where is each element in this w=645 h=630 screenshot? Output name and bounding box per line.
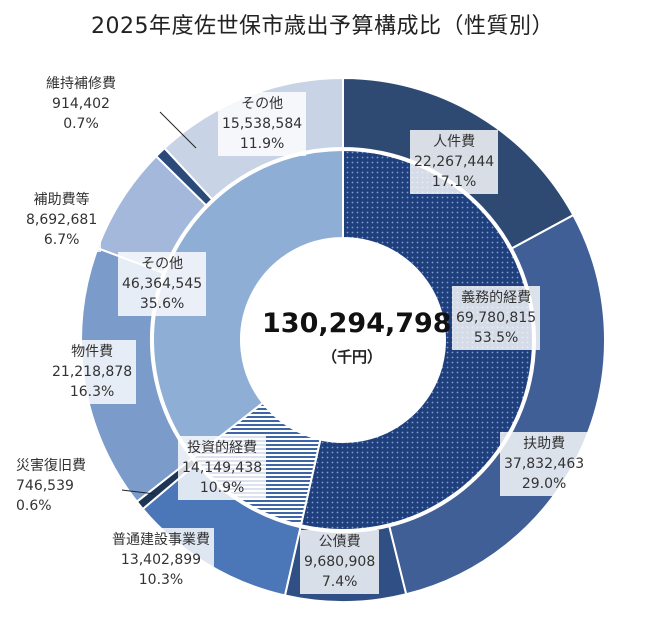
leader-saigai-fukkyu [121, 489, 156, 495]
leader-iji-hoshu [159, 111, 197, 149]
label-inner-sonota: その他 46,364,545 35.6% [118, 252, 207, 316]
label-toshiteki: 投資的経費 14,149,438 10.9% [178, 436, 267, 500]
label-jinkenhi: 人件費 22,267,444 17.1% [410, 130, 499, 194]
label-bukkenhi: 物件費 21,218,878 16.3% [48, 340, 137, 404]
label-futsu-kensetsu: 普通建設事業費 13,402,899 10.3% [108, 528, 214, 592]
label-gimuteki: 義務的経費 69,780,815 53.5% [452, 286, 541, 350]
total-unit: （千円） [321, 348, 382, 366]
label-saigai-fukkyu: 災害復旧費 746,539 0.6% [16, 458, 86, 514]
inner-slice-2 [152, 148, 344, 459]
outer-slice-1 [388, 213, 606, 596]
chart-title: 2025年度佐世保市歳出予算構成比（性質別） [91, 14, 554, 39]
inner-slice-0 [299, 148, 534, 531]
label-fujohi: 扶助費 37,832,463 29.0% [500, 432, 589, 496]
label-hojohi: 補助費等 8,692,681 6.7% [22, 188, 102, 252]
total-value: 130,294,798 [262, 308, 452, 339]
label-kosaihi: 公債費 9,680,908 7.4% [300, 530, 380, 594]
label-outer-sonota: その他 15,538,584 11.9% [218, 92, 307, 156]
label-iji-hoshu: 維持補修費 914,402 0.7% [46, 76, 116, 132]
